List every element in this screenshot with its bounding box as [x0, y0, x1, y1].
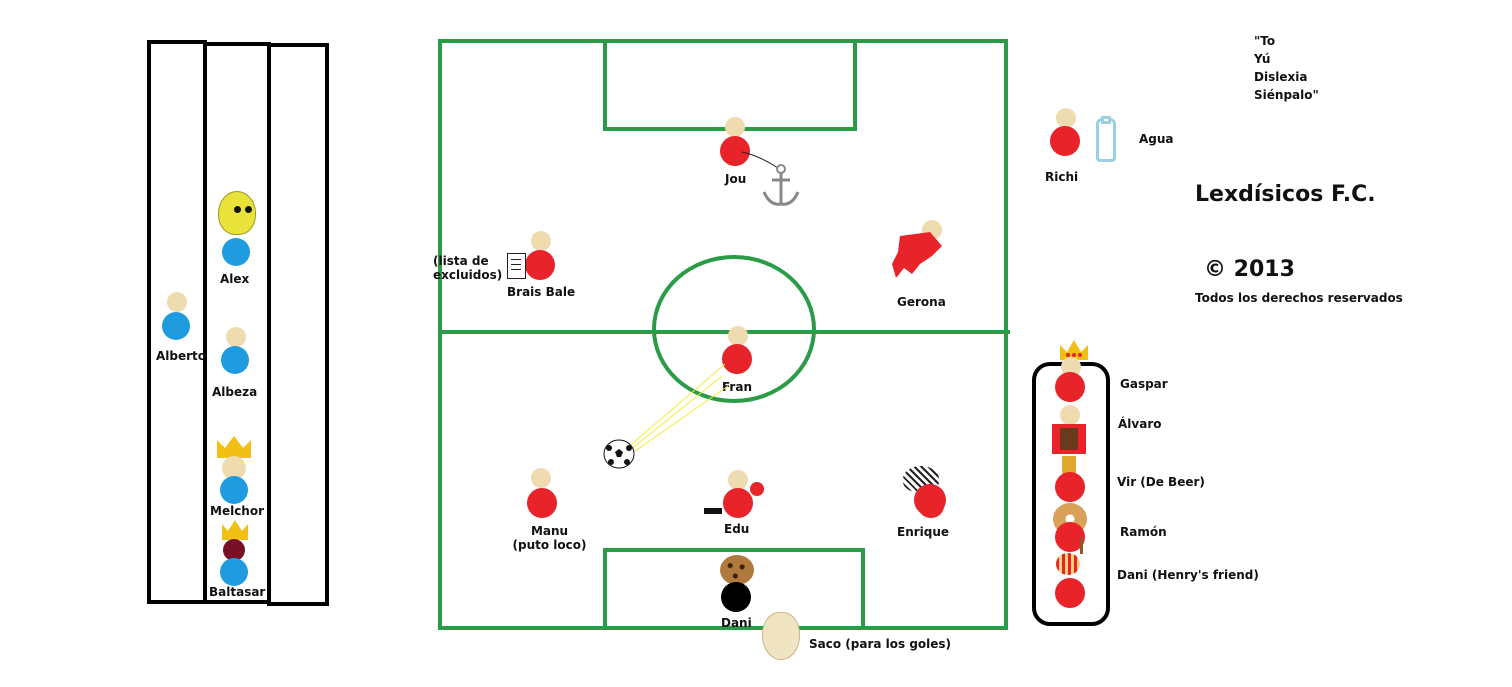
quote-line3: Dislexia [1254, 70, 1308, 84]
team-title: Lexdísicos F.C. [1195, 182, 1376, 207]
player-label: Vir (De Beer) [1117, 475, 1205, 489]
wardrobe-icon [1052, 424, 1086, 454]
pass-lines [624, 363, 729, 457]
player-label: Baltasar [209, 585, 266, 599]
player-label: Gaspar [1120, 377, 1168, 391]
player-label: Fran [722, 380, 752, 394]
list-label: (lista de excluidos) [433, 254, 503, 283]
stick-icon [1080, 538, 1083, 554]
headset-face-icon [728, 470, 748, 490]
player-label: Álvaro [1118, 417, 1162, 431]
smiley-face-icon [728, 326, 748, 346]
quote-line4: Siénpalo" [1254, 88, 1319, 102]
list-icon [507, 253, 526, 279]
center-circle [652, 255, 816, 403]
quote: "To Yú Dislexia Siénpalo" [1254, 32, 1319, 104]
rights-reserved: Todos los derechos reservados [1195, 291, 1403, 305]
player-label: Albeza [212, 385, 258, 399]
player-label: Dani (Henry's friend) [1117, 568, 1259, 582]
laptop-icon [704, 508, 722, 514]
cookie-icon [720, 555, 754, 585]
list-label-line2: excluidos) [433, 267, 503, 282]
manu-line2: (puto loco) [512, 537, 587, 552]
crown-icon [1060, 340, 1088, 360]
player-label: Jou [725, 172, 747, 186]
player-label: Alex [220, 272, 250, 286]
player-label: Gerona [897, 295, 946, 309]
bench-column-3 [267, 43, 329, 606]
player-label: Enrique [897, 525, 950, 539]
player-label: Brais Bale [507, 285, 576, 299]
crown-icon [222, 520, 248, 540]
beer-icon [1062, 456, 1076, 476]
player-label: Dani [721, 616, 752, 630]
bottom-penalty-box [603, 548, 865, 630]
player-label: Manu (puto loco) [512, 524, 587, 553]
manu-line1: Manu [530, 524, 569, 538]
player-label: Melchor [210, 504, 265, 518]
anchor-icon [762, 164, 800, 206]
flexed-arm-icon [750, 482, 764, 496]
saco-label: Saco (para los goles) [809, 637, 952, 651]
money-bag-icon [762, 612, 800, 660]
player-label: Alberto [156, 349, 207, 363]
anchor-chain [741, 151, 779, 169]
crown-icon [217, 436, 251, 458]
player-label: Ramón [1120, 525, 1167, 539]
list-label-line1: (lista de [433, 254, 489, 268]
bottle-icon [1096, 118, 1116, 162]
copyright: © 2013 [1204, 257, 1295, 282]
lemon-icon [218, 191, 256, 235]
glasses-face-icon [531, 468, 551, 488]
striped-head-icon [1056, 553, 1080, 575]
quote-line1: "To [1254, 34, 1276, 48]
player-label: Richi [1045, 170, 1079, 184]
agua-label: Agua [1139, 132, 1174, 146]
player-label: Edu [724, 522, 750, 536]
sunglasses-icon [234, 206, 254, 213]
soccer-ball-icon [603, 439, 635, 469]
quote-line2: Yú [1254, 52, 1271, 66]
catalonia-map-icon [892, 232, 942, 278]
